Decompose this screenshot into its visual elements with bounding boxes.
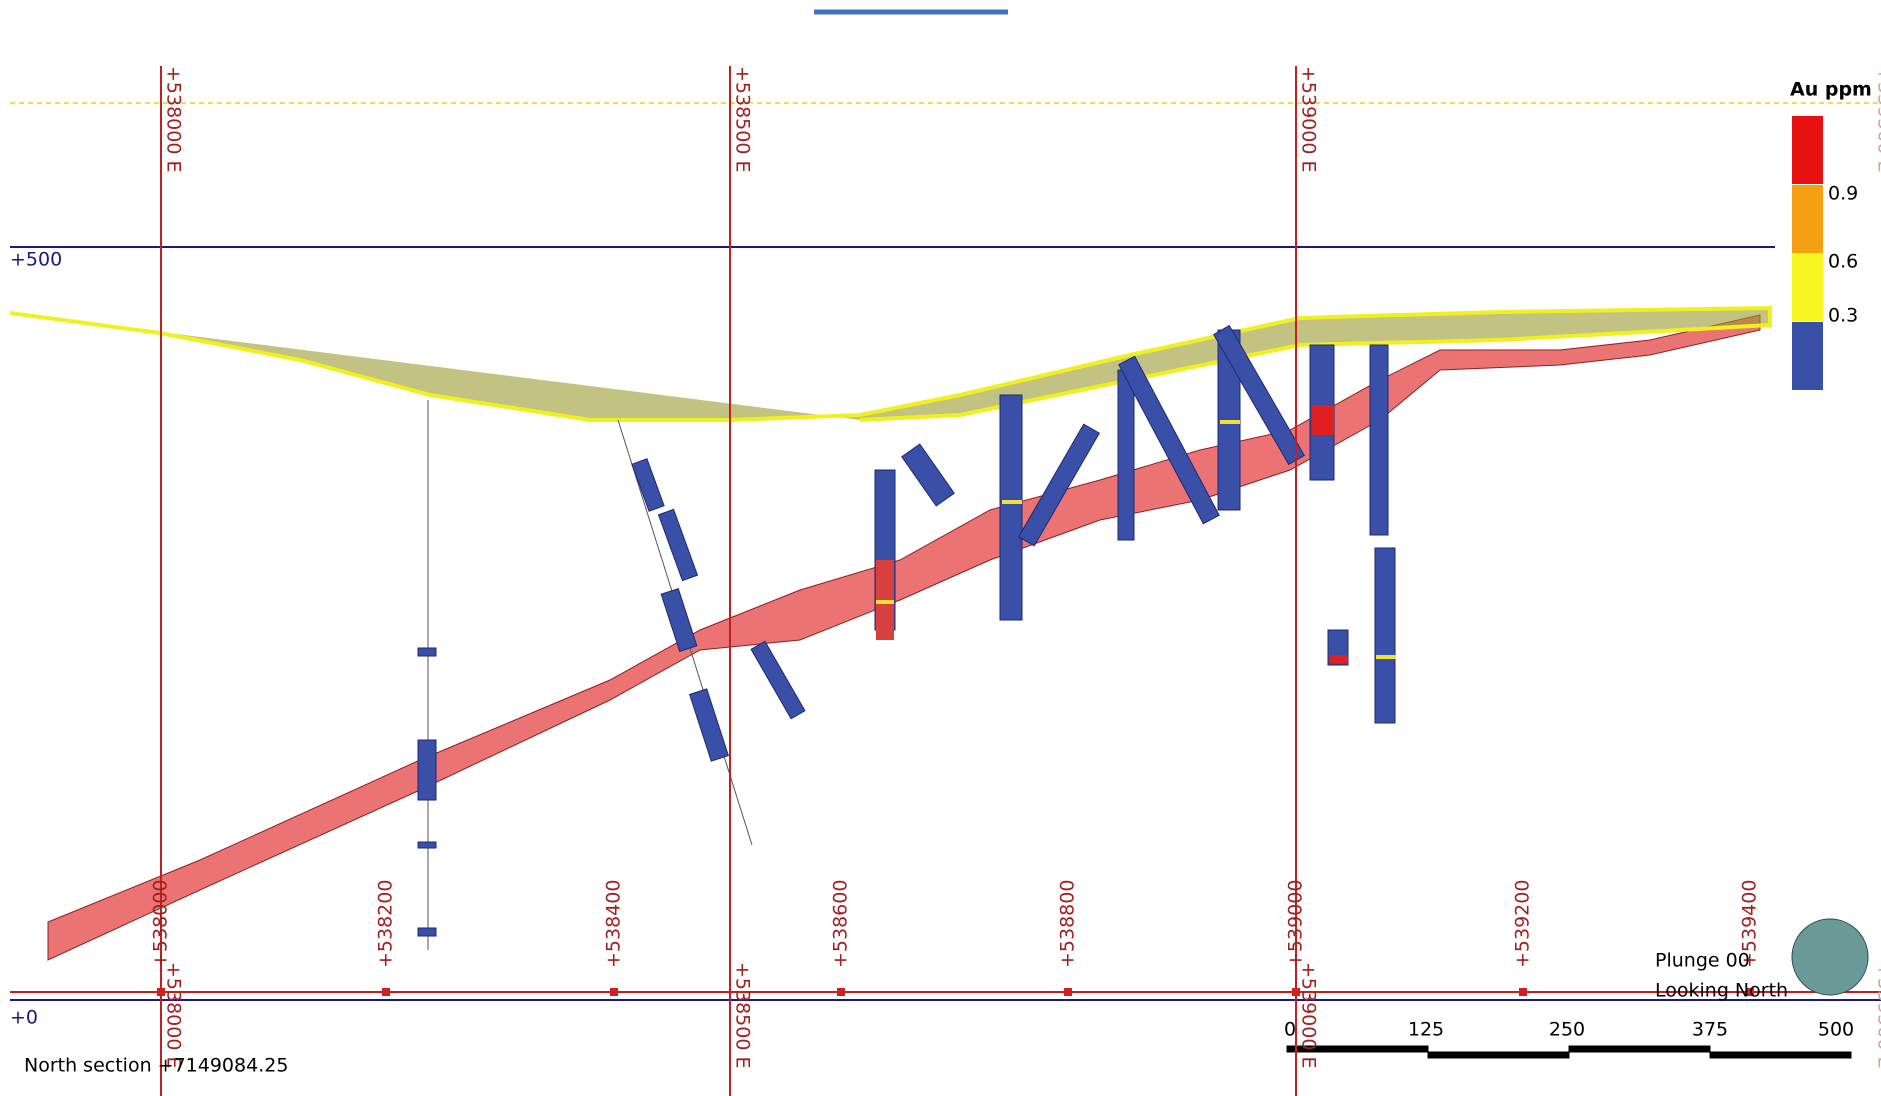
tick-label: +539200 [1512,880,1534,968]
tick-label: +538800 [1057,880,1079,968]
section-view: +538000 E +538000 E +538500 E +538500 E +539… [0,0,1881,1096]
legend-label: 0.3 [1828,305,1858,327]
tick-label: +538600 [830,880,852,968]
tick-label: +538000 [150,880,172,968]
elevation-label: +0 [10,1007,38,1029]
tick-label: +538400 [603,880,625,968]
view-direction: Looking North [1655,980,1788,1002]
legend-swatch [1792,185,1823,253]
section-label: +539500 E [1874,962,1881,1069]
tick-marker [382,988,390,996]
scale-bar [1287,1046,1851,1058]
elevation-label: +500 [10,249,62,271]
section-label: +538500 E [732,962,754,1069]
tick-marker [1519,988,1527,996]
tick-label: +539000 [1285,880,1307,968]
tick-marker [1064,988,1072,996]
legend-label: 0.9 [1828,183,1858,205]
scale-label: 125 [1408,1019,1444,1041]
orientation-globe [1792,919,1868,995]
scale-label: 250 [1549,1019,1585,1041]
tick-marker [157,988,165,996]
legend-swatch [1792,116,1823,184]
scale-label: 375 [1692,1019,1728,1041]
section-label: +539000 E [1298,66,1320,173]
legend-label: 0.6 [1828,251,1858,273]
section-label: +538500 E [732,66,754,173]
labels: +538000 E +538000 E +538500 E +538500 E +539… [10,66,1881,1096]
tick-marker [610,988,618,996]
view-plunge: Plunge 00 [1655,950,1750,972]
tick-marker [837,988,845,996]
tick-label: +538200 [375,880,397,968]
scale-label: 500 [1818,1019,1854,1041]
section-label: +539500 E [1874,66,1881,173]
section-label: +539000 E [1298,962,1320,1069]
section-label: +538000 E [163,66,185,173]
section-label: +538000 E [163,962,185,1069]
legend-swatch [1792,253,1823,321]
legend-title: Au ppm [1790,79,1872,101]
section-name: North section +7149084.25 [24,1055,288,1077]
scale-label: 0 [1284,1019,1296,1041]
legend-swatch [1792,322,1823,390]
tick-marker [1292,988,1300,996]
